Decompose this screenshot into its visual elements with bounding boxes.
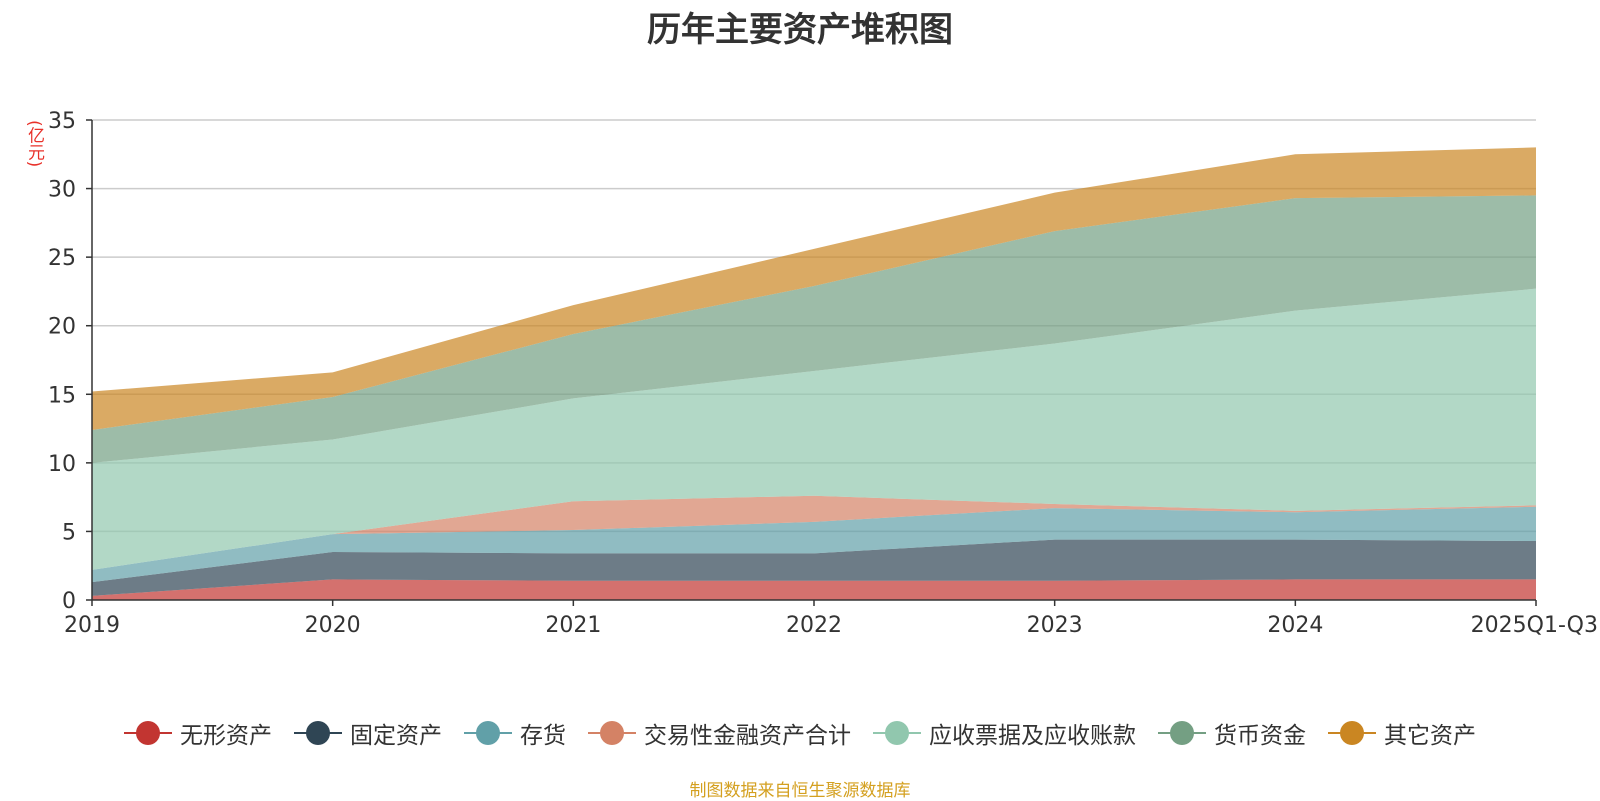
area-货币资金[interactable] <box>92 195 1536 463</box>
legend-swatch <box>588 721 636 745</box>
x-tick-label: 2021 <box>545 613 601 638</box>
area-应收票据及应收账款[interactable] <box>92 288 1536 570</box>
y-tick-label: 15 <box>48 383 76 408</box>
area-其它资产[interactable] <box>92 147 1536 430</box>
legend-swatch <box>294 721 342 745</box>
x-tick-label: 2020 <box>305 613 361 638</box>
x-tick-label: 2025Q1-Q3 <box>1471 613 1598 638</box>
y-tick-label: 5 <box>62 520 76 545</box>
legend-swatch <box>464 721 512 745</box>
x-tick-label: 2022 <box>786 613 842 638</box>
legend-item[interactable]: 货币资金 <box>1158 716 1306 750</box>
legend-swatch <box>124 721 172 745</box>
legend-label: 固定资产 <box>350 723 442 749</box>
legend-swatch <box>1158 721 1206 745</box>
y-tick-label: 20 <box>48 315 76 340</box>
legend-item[interactable]: 交易性金融资产合计 <box>588 716 851 750</box>
y-tick-label: 25 <box>48 246 76 271</box>
legend-label: 其它资产 <box>1384 723 1476 749</box>
source-note: 制图数据来自恒生聚源数据库 <box>689 781 911 801</box>
x-tick-label: 2023 <box>1027 613 1083 638</box>
legend-swatch <box>1328 721 1376 745</box>
legend-label: 货币资金 <box>1214 723 1306 749</box>
x-tick-label: 2019 <box>64 613 120 638</box>
y-tick-label: 10 <box>48 452 76 477</box>
area-交易性金融资产合计[interactable] <box>92 495 1536 570</box>
x-axis-ticks: 2019 2020 2021 2022 2023 2024 2025Q1-Q3 <box>64 600 1598 638</box>
legend-label: 存货 <box>520 723 566 749</box>
y-tick-label: 35 <box>48 109 76 134</box>
area-固定资产[interactable] <box>92 539 1536 596</box>
y-axis-label: (亿元) <box>24 120 44 168</box>
area-存货[interactable] <box>92 506 1536 583</box>
y-tick-label: 0 <box>62 589 76 614</box>
legend: 无形资产 固定资产 存货 交易性金融资产合计 应收票据及应收账款 货币资金 其它资产 <box>0 716 1600 750</box>
area-series <box>92 147 1536 600</box>
legend-label: 应收票据及应收账款 <box>929 723 1136 749</box>
legend-item[interactable]: 固定资产 <box>294 716 442 750</box>
y-tick-label: 30 <box>48 178 76 203</box>
legend-label: 无形资产 <box>180 723 272 749</box>
legend-item[interactable]: 其它资产 <box>1328 716 1476 750</box>
legend-item[interactable]: 存货 <box>464 716 566 750</box>
chart-title: 历年主要资产堆积图 <box>647 10 953 50</box>
legend-swatch <box>873 721 921 745</box>
legend-label: 交易性金融资产合计 <box>644 723 851 749</box>
legend-item[interactable]: 应收票据及应收账款 <box>873 716 1136 750</box>
area-无形资产[interactable] <box>92 579 1536 600</box>
y-axis-ticks: 0 5 10 15 20 25 30 35 <box>48 109 92 614</box>
legend-item[interactable]: 无形资产 <box>124 716 272 750</box>
x-tick-label: 2024 <box>1267 613 1323 638</box>
